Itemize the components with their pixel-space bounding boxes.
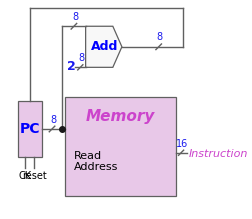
- Text: Add: Add: [91, 40, 118, 53]
- Text: 2: 2: [67, 60, 76, 73]
- Text: CK: CK: [18, 171, 32, 181]
- Text: 8: 8: [50, 115, 56, 125]
- FancyBboxPatch shape: [65, 97, 176, 196]
- Text: Instruction: Instruction: [189, 149, 248, 159]
- Text: 8: 8: [78, 53, 84, 64]
- FancyBboxPatch shape: [18, 101, 42, 157]
- Polygon shape: [86, 26, 122, 67]
- Text: 8: 8: [72, 12, 78, 22]
- Text: 16: 16: [176, 139, 188, 149]
- Text: PC: PC: [20, 122, 40, 136]
- Text: Memory: Memory: [86, 110, 155, 124]
- Text: 8: 8: [157, 32, 163, 42]
- Text: reset: reset: [22, 171, 47, 181]
- Text: Read
Address: Read Address: [74, 151, 118, 172]
